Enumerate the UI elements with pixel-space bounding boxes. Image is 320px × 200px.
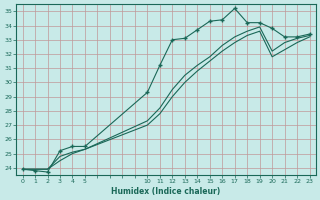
X-axis label: Humidex (Indice chaleur): Humidex (Indice chaleur): [111, 187, 221, 196]
